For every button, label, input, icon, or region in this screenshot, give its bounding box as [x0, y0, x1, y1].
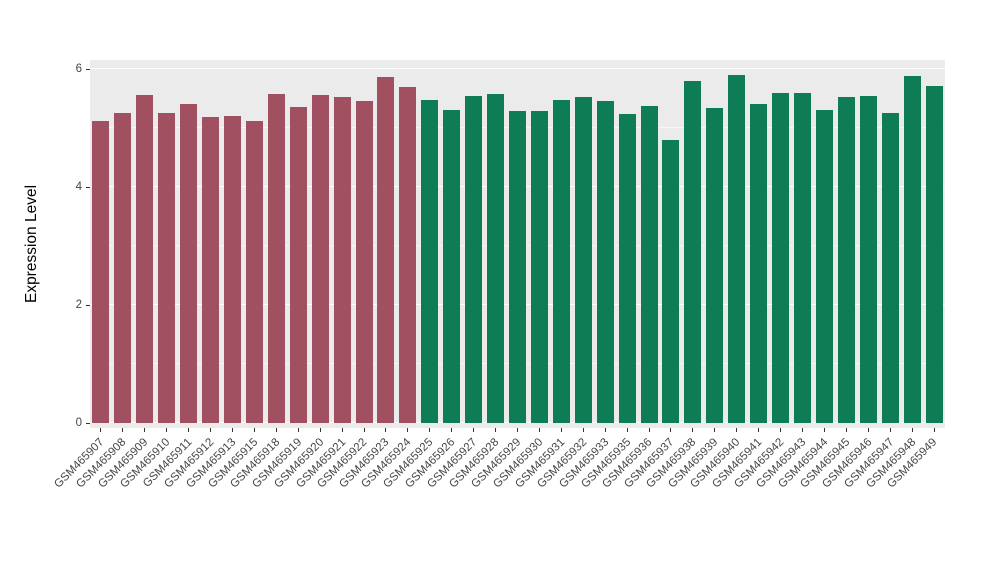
x-tick-mark-GSM465948 [911, 428, 913, 432]
bar-GSM465907 [92, 120, 110, 423]
y-tick-label-2: 2 [75, 299, 82, 311]
x-tick-mark-GSM465938 [692, 428, 694, 432]
bar-GSM465927 [465, 96, 483, 423]
bar-GSM465923 [377, 77, 395, 423]
x-tick-mark-GSM465926 [451, 428, 453, 432]
x-tick-mark-GSM465936 [648, 428, 650, 432]
y-tick-mark-0 [86, 422, 90, 424]
bar-GSM465944 [815, 110, 833, 423]
x-tick-mark-GSM465921 [341, 428, 343, 432]
x-tick-mark-GSM465942 [780, 428, 782, 432]
y-tick-mark-2 [86, 304, 90, 306]
bar-GSM465929 [509, 111, 526, 423]
x-tick-mark-GSM465922 [363, 428, 365, 432]
y-axis-title: Expression Level [23, 184, 40, 304]
x-tick-mark-GSM465913 [232, 428, 233, 432]
bar-GSM465945 [837, 97, 855, 423]
y-tick-label-6: 6 [75, 63, 82, 75]
x-tick-mark-GSM465907 [100, 428, 102, 432]
x-tick-mark-GSM465920 [319, 428, 321, 432]
bar-GSM465948 [903, 76, 921, 423]
x-tick-mark-GSM465930 [538, 428, 540, 432]
x-tick-mark-GSM465935 [626, 428, 628, 432]
bar-GSM465925 [421, 99, 439, 423]
x-tick-mark-GSM465911 [188, 428, 190, 432]
x-tick-mark-GSM465946 [867, 428, 869, 432]
bar-GSM465931 [552, 99, 570, 423]
bar-GSM465939 [706, 107, 724, 423]
plot-panel [90, 60, 945, 428]
bar-GSM465932 [574, 97, 592, 423]
x-tick-mark-GSM465937 [670, 428, 672, 432]
bar-GSM465947 [881, 113, 899, 423]
bar-GSM465946 [859, 95, 877, 423]
bar-GSM465924 [399, 86, 417, 423]
x-tick-mark-GSM465909 [144, 428, 146, 432]
x-tick-mark-GSM465923 [385, 428, 387, 432]
bar-GSM465942 [772, 92, 790, 423]
x-tick-mark-GSM465945 [845, 428, 847, 432]
x-tick-mark-GSM465912 [210, 428, 212, 432]
x-tick-mark-GSM465915 [253, 428, 255, 432]
bar-GSM465949 [925, 85, 943, 423]
bar-GSM465911 [180, 104, 198, 423]
x-tick-mark-GSM465940 [736, 428, 738, 432]
bar-GSM465935 [618, 113, 636, 423]
y-tick-mark-6 [86, 68, 90, 70]
x-tick-mark-GSM465929 [517, 428, 518, 432]
x-tick-mark-GSM465949 [933, 428, 935, 432]
bar-GSM465941 [750, 104, 768, 423]
bar-GSM465933 [596, 101, 614, 423]
bar-GSM465926 [443, 110, 461, 423]
x-tick-mark-GSM465939 [714, 428, 716, 432]
x-tick-mark-GSM465910 [166, 428, 168, 432]
x-tick-mark-GSM465944 [823, 428, 825, 432]
y-tick-label-4: 4 [75, 181, 82, 193]
bar-GSM465915 [245, 120, 263, 423]
bar-GSM465919 [289, 107, 307, 423]
y-tick-mark-4 [86, 186, 90, 188]
x-tick-mark-GSM465925 [429, 428, 431, 432]
bar-GSM465943 [794, 92, 811, 423]
bar-GSM465928 [487, 93, 505, 423]
x-tick-mark-GSM465908 [122, 428, 124, 432]
bar-GSM465922 [355, 100, 373, 423]
bar-GSM465937 [662, 139, 680, 423]
x-tick-mark-GSM465924 [407, 428, 409, 432]
x-tick-mark-GSM465943 [802, 428, 803, 432]
x-tick-mark-GSM465918 [275, 428, 277, 432]
bar-GSM465930 [530, 111, 548, 423]
bar-GSM465913 [224, 116, 241, 423]
x-tick-mark-GSM465928 [495, 428, 497, 432]
x-tick-mark-GSM465933 [604, 428, 606, 432]
y-tick-label-0: 0 [75, 417, 82, 429]
bar-GSM465936 [640, 105, 658, 423]
x-tick-mark-GSM465919 [297, 428, 299, 432]
bar-GSM465940 [728, 74, 746, 423]
bar-GSM465908 [114, 113, 132, 423]
x-tick-mark-GSM465931 [560, 428, 562, 432]
bar-GSM465910 [158, 113, 176, 423]
bar-GSM465918 [267, 93, 285, 423]
bar-GSM465909 [136, 94, 154, 423]
bar-GSM465920 [311, 94, 329, 423]
bar-GSM465921 [333, 97, 351, 423]
major-gridline-y6 [90, 67, 945, 69]
bar-GSM465938 [684, 80, 702, 423]
x-tick-mark-GSM465927 [473, 428, 475, 432]
bar-GSM465912 [202, 117, 220, 423]
x-tick-mark-GSM465941 [758, 428, 760, 432]
x-tick-mark-GSM465947 [889, 428, 891, 432]
x-tick-mark-GSM465932 [582, 428, 584, 432]
